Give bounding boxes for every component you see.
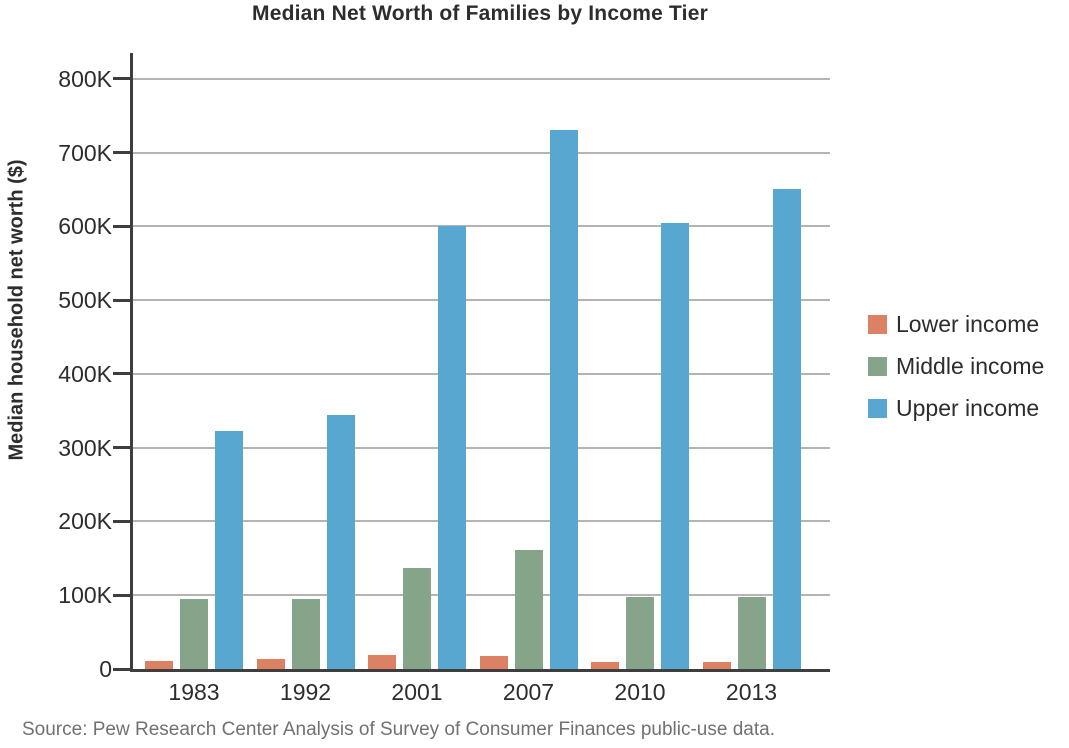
bar-lower-income-2001 — [368, 654, 396, 669]
bar-lower-income-1983 — [145, 660, 173, 669]
x-tick-label-2007: 2007 — [502, 679, 555, 705]
legend-swatch-middle-income — [868, 356, 887, 376]
bar-lower-income-2010 — [591, 661, 619, 669]
plot-area: 0 100K 200K 300K 400K 500K 600K 700K 800K 1983 199… — [58, 53, 830, 705]
x-tick-label-2001: 2001 — [391, 679, 443, 705]
y-tick-label-500k: 500K — [58, 287, 112, 314]
y-tick-400k — [113, 372, 133, 376]
y-tick-700k — [113, 151, 133, 155]
legend-label-lower-income: Lower income — [896, 310, 1040, 337]
bar-upper-income-2001 — [438, 226, 466, 669]
gridline-100k — [133, 594, 830, 597]
gridline-300k — [133, 446, 830, 449]
legend-label-upper-income: Upper income — [896, 394, 1040, 421]
y-tick-300k — [113, 446, 133, 450]
y-tick-label-800k: 800K — [58, 65, 112, 92]
bar-middle-income-1983 — [180, 598, 208, 669]
chart-title: Median Net Worth of Families by Income T… — [252, 2, 708, 25]
bar-lower-income-2007 — [479, 655, 508, 669]
bar-middle-income-2001 — [403, 567, 431, 669]
x-tick-label-2013: 2013 — [725, 679, 778, 705]
gridline-800k — [133, 77, 830, 80]
source-note: Source: Pew Research Center Analysis of … — [22, 719, 775, 740]
bar-lower-income-2013 — [702, 662, 731, 669]
bar-middle-income-1992 — [291, 598, 320, 669]
x-tick-label-2010: 2010 — [614, 679, 666, 705]
gridline-500k — [133, 299, 830, 302]
x-tick-label-1992: 1992 — [279, 679, 332, 705]
gridline-600k — [133, 225, 830, 228]
bar-upper-income-1983 — [215, 430, 243, 669]
legend-item-lower-income: Lower income — [868, 310, 1044, 337]
y-tick-100k — [113, 593, 133, 597]
bar-middle-income-2010 — [626, 596, 654, 669]
legend-item-middle-income: Middle income — [868, 352, 1045, 379]
bar-lower-income-1992 — [256, 658, 285, 669]
bar-upper-income-2013 — [772, 189, 801, 669]
gridline-400k — [133, 372, 830, 375]
y-tick-800k — [113, 77, 133, 81]
x-tick-label-1983: 1983 — [168, 679, 220, 705]
y-tick-label-0: 0 — [99, 656, 112, 682]
legend-item-upper-income: Upper income — [868, 394, 1044, 421]
bar-upper-income-1992 — [326, 415, 355, 669]
y-tick-600k — [113, 224, 133, 228]
legend-swatch-lower-income — [868, 314, 887, 334]
bar-upper-income-2007 — [549, 130, 578, 669]
y-tick-label-100k: 100K — [58, 582, 112, 609]
y-tick-label-300k: 300K — [58, 434, 112, 461]
legend-swatch-upper-income — [868, 398, 887, 418]
gridline-200k — [133, 520, 830, 523]
y-tick-label-600k: 600K — [58, 213, 112, 240]
y-tick-500k — [113, 298, 133, 302]
legend: Lower income Middle income Upper income — [868, 310, 1045, 438]
y-tick-200k — [113, 519, 133, 523]
gridline-700k — [133, 151, 830, 154]
bar-middle-income-2007 — [514, 550, 543, 669]
y-tick-label-200k: 200K — [58, 508, 112, 535]
y-tick-label-400k: 400K — [58, 360, 112, 387]
bar-middle-income-2013 — [737, 596, 766, 669]
legend-label-middle-income: Middle income — [896, 352, 1045, 379]
bar-upper-income-2010 — [661, 222, 689, 669]
y-tick-0 — [113, 667, 133, 671]
y-tick-label-700k: 700K — [58, 139, 112, 166]
